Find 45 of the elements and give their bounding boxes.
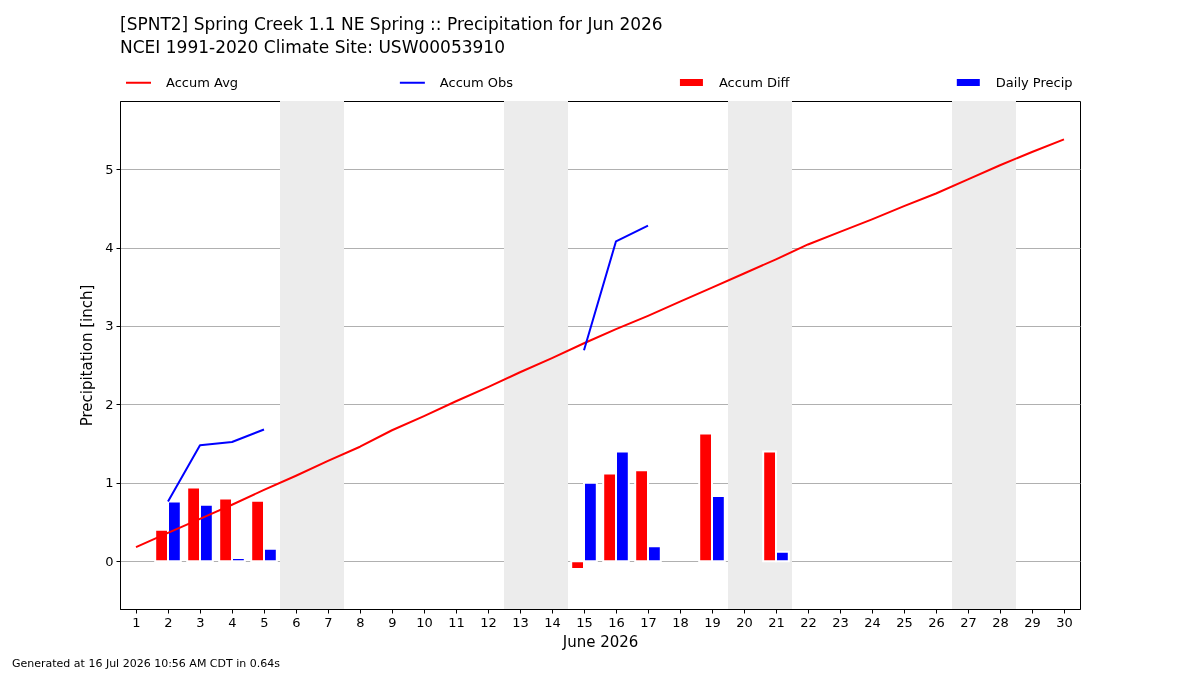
x-tick-label: 30 — [1056, 614, 1073, 630]
x-tick-label: 8 — [356, 614, 365, 630]
x-tick-label: 20 — [736, 614, 753, 630]
x-tick-label: 5 — [260, 614, 269, 630]
x-tick-label: 15 — [576, 614, 593, 630]
chart-title: [SPNT2] Spring Creek 1.1 NE Spring :: Precipitation for Jun 2026 — [120, 14, 663, 34]
text: Generated at 16 Jul 2026 10:56 AM CDT in 0.64s — [12, 657, 281, 670]
x-tick-label: 16 — [608, 614, 625, 630]
x-tick-label: 18 — [672, 614, 689, 630]
legend-label: Accum Avg — [166, 74, 239, 90]
chart-subtitle: NCEI 1991-2020 Climate Site: USW00053910 — [120, 37, 505, 57]
x-tick-label: 25 — [896, 614, 913, 630]
x-tick-label: 6 — [292, 614, 301, 630]
legend-label: Accum Obs — [439, 74, 514, 90]
x-axis-title: June 2026 — [561, 632, 639, 651]
y-tick-label: 1 — [105, 475, 114, 491]
x-tick-label: 4 — [228, 614, 237, 630]
x-tick-label: 7 — [324, 614, 333, 630]
y-tick-label: 5 — [105, 161, 114, 177]
y-tick-label: 4 — [105, 240, 114, 256]
x-tick-label: 28 — [992, 614, 1009, 630]
x-tick-label: 3 — [196, 614, 205, 630]
x-tick-label: 14 — [544, 614, 561, 630]
y-tick-label: 2 — [105, 396, 114, 412]
x-tick-label: 17 — [640, 614, 657, 630]
x-tick-label: 13 — [512, 614, 529, 630]
legend-label: Accum Diff — [718, 74, 791, 90]
x-tick-label: 26 — [928, 614, 945, 630]
x-tick-label: 11 — [448, 614, 465, 630]
y-tick-label: 3 — [105, 318, 114, 334]
x-tick-label: 12 — [480, 614, 497, 630]
x-tick-label: 22 — [800, 614, 817, 630]
x-tick-label: 21 — [768, 614, 785, 630]
x-tick-label: 19 — [704, 614, 721, 630]
y-axis-title: Precipitation [inch] — [78, 284, 97, 427]
legend-label: Daily Precip — [995, 74, 1073, 90]
y-tick-label: 0 — [105, 553, 114, 569]
x-tick-label: 27 — [960, 614, 977, 630]
x-tick-label: 9 — [388, 614, 397, 630]
x-tick-label: 23 — [832, 614, 849, 630]
x-tick-label: 10 — [416, 614, 433, 630]
x-tick-label: 1 — [132, 614, 141, 630]
x-tick-label: 2 — [164, 614, 173, 630]
x-tick-label: 29 — [1024, 614, 1041, 630]
x-tick-label: 24 — [864, 614, 881, 630]
